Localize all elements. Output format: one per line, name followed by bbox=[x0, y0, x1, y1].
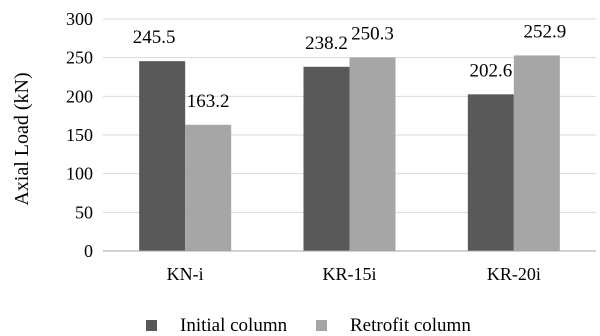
bar bbox=[467, 94, 514, 252]
y-tick-label: 300 bbox=[66, 9, 93, 29]
y-tick-label: 0 bbox=[84, 241, 93, 261]
y-tick-label: 100 bbox=[66, 164, 93, 184]
data-label: 238.2 bbox=[305, 33, 348, 54]
x-tick-label: KR-20i bbox=[487, 264, 541, 284]
legend-label: Retrofit column bbox=[350, 315, 471, 336]
data-label: 252.9 bbox=[523, 21, 566, 42]
legend-swatch bbox=[146, 320, 157, 331]
legend: Initial column Retrofit column bbox=[146, 315, 471, 336]
legend-swatch bbox=[316, 320, 327, 331]
bars bbox=[139, 55, 560, 252]
data-label: 245.5 bbox=[133, 27, 176, 48]
y-tick-label: 150 bbox=[66, 125, 93, 145]
bar bbox=[185, 124, 232, 251]
bar bbox=[303, 66, 350, 252]
y-axis-title: Axial Load (kN) bbox=[11, 72, 33, 205]
y-tick-label: 250 bbox=[66, 48, 93, 68]
legend-label: Initial column bbox=[180, 315, 288, 336]
data-label: 202.6 bbox=[469, 60, 512, 81]
y-tick-label: 50 bbox=[75, 202, 93, 222]
data-label: 163.2 bbox=[187, 91, 230, 112]
x-tick-label: KN-i bbox=[167, 264, 204, 284]
y-tick-label: 200 bbox=[66, 86, 93, 106]
bar bbox=[139, 61, 186, 251]
data-label: 250.3 bbox=[351, 23, 394, 44]
x-axis-ticks: KN-i KR-15i KR-20i bbox=[167, 264, 541, 284]
data-labels: 245.5 163.2 238.2 250.3 202.6 252.9 bbox=[133, 21, 566, 111]
y-axis-ticks: 0 50 100 150 200 250 300 bbox=[66, 9, 93, 261]
bar bbox=[513, 55, 560, 252]
bar bbox=[349, 57, 396, 252]
x-tick-label: KR-15i bbox=[323, 264, 377, 284]
